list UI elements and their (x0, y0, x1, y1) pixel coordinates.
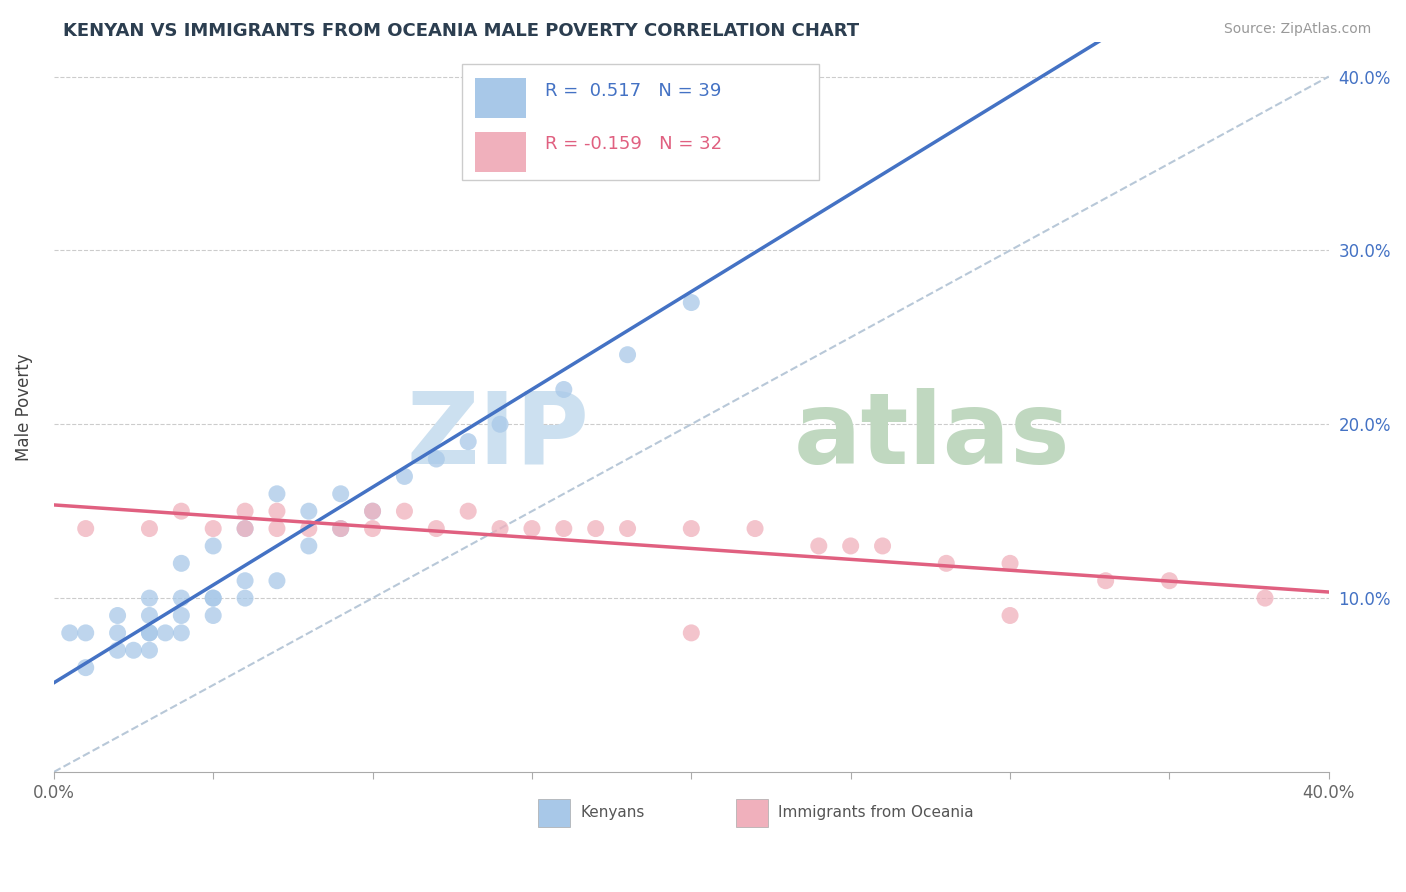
Point (170, 591, 193, 606)
Point (329, 522, 352, 536)
Point (553, 522, 575, 536)
Point (807, 539, 830, 553)
Point (457, 504, 479, 518)
FancyBboxPatch shape (461, 63, 818, 180)
Text: ZIP: ZIP (406, 387, 589, 484)
Point (233, 591, 256, 606)
Point (394, 469, 416, 483)
Point (202, 522, 225, 536)
Point (298, 504, 321, 518)
Y-axis label: Male Poverty: Male Poverty (15, 353, 32, 460)
Point (233, 574, 256, 588)
Point (744, 156, 766, 170)
Point (233, 522, 256, 536)
Text: Immigrants from Oceania: Immigrants from Oceania (778, 805, 973, 820)
Point (998, 608, 1021, 623)
Text: atlas: atlas (793, 387, 1070, 484)
Point (457, 434, 479, 449)
Point (233, 504, 256, 518)
Point (681, 522, 703, 536)
Point (266, 487, 288, 501)
Point (266, 522, 288, 536)
Text: KENYAN VS IMMIGRANTS FROM OCEANIA MALE POVERTY CORRELATION CHART: KENYAN VS IMMIGRANTS FROM OCEANIA MALE P… (63, 22, 859, 40)
Text: Kenyans: Kenyans (581, 805, 645, 820)
Point (681, 626, 703, 640)
Point (170, 504, 193, 518)
Point (998, 557, 1021, 571)
Point (361, 504, 384, 518)
Point (872, 539, 894, 553)
Point (489, 417, 512, 432)
Point (553, 383, 575, 397)
Point (329, 487, 352, 501)
Point (520, 522, 543, 536)
Point (170, 557, 193, 571)
Point (489, 522, 512, 536)
Point (1159, 574, 1181, 588)
Text: R = -0.159   N = 32: R = -0.159 N = 32 (544, 135, 721, 153)
Point (202, 539, 225, 553)
Point (266, 574, 288, 588)
Point (138, 626, 160, 640)
Point (202, 591, 225, 606)
Point (425, 452, 447, 467)
Point (1254, 591, 1277, 606)
FancyBboxPatch shape (475, 78, 526, 119)
Point (361, 504, 384, 518)
Point (202, 608, 225, 623)
Point (202, 591, 225, 606)
Point (935, 557, 957, 571)
Point (266, 504, 288, 518)
Point (233, 522, 256, 536)
Point (839, 539, 862, 553)
Point (170, 626, 193, 640)
Point (298, 522, 321, 536)
FancyBboxPatch shape (735, 799, 768, 827)
Point (425, 522, 447, 536)
Point (329, 522, 352, 536)
Point (107, 626, 129, 640)
Point (361, 522, 384, 536)
Point (138, 608, 160, 623)
Point (298, 539, 321, 553)
Point (744, 522, 766, 536)
Text: Source: ZipAtlas.com: Source: ZipAtlas.com (1223, 22, 1371, 37)
Point (59, 626, 82, 640)
Point (170, 608, 193, 623)
Text: R =  0.517   N = 39: R = 0.517 N = 39 (544, 82, 721, 101)
Point (138, 522, 160, 536)
Point (122, 643, 145, 657)
Point (155, 626, 177, 640)
Point (75, 522, 97, 536)
Point (107, 643, 129, 657)
Point (681, 295, 703, 310)
FancyBboxPatch shape (475, 132, 526, 172)
Point (75, 626, 97, 640)
Point (1094, 574, 1116, 588)
Point (138, 591, 160, 606)
Point (75, 660, 97, 674)
Point (616, 348, 638, 362)
Point (138, 626, 160, 640)
Point (585, 522, 607, 536)
Point (394, 504, 416, 518)
Point (107, 608, 129, 623)
Point (616, 522, 638, 536)
FancyBboxPatch shape (538, 799, 571, 827)
Point (138, 643, 160, 657)
